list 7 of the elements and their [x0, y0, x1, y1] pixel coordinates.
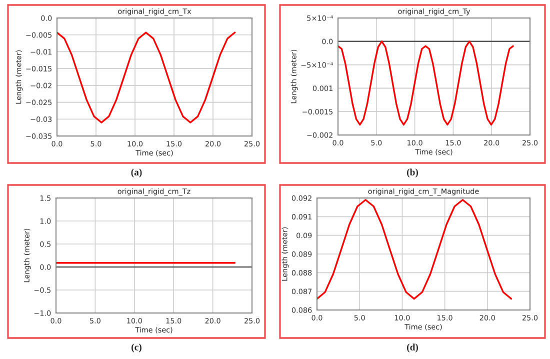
- line-series: [338, 40, 514, 126]
- text: (a): [131, 168, 142, 178]
- text: (b): [406, 168, 418, 178]
- text: (d): [406, 344, 418, 352]
- line-series: [57, 32, 236, 124]
- line-series: [317, 199, 512, 300]
- text: (c): [132, 344, 142, 352]
